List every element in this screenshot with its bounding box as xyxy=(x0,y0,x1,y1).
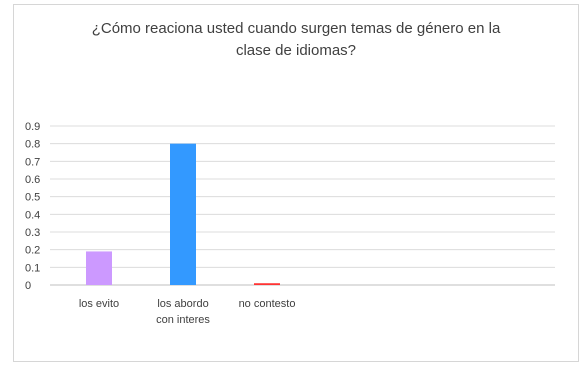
bar xyxy=(86,251,112,285)
x-tick-label: no contesto xyxy=(239,298,296,310)
chart-title-line-2: clase de idiomas? xyxy=(235,42,357,59)
bar xyxy=(170,143,196,285)
y-tick-label: 0.1 xyxy=(25,262,40,274)
y-tick-label: 0.4 xyxy=(25,209,40,221)
y-tick-label: 0.3 xyxy=(25,227,40,239)
y-tick-label: 0.5 xyxy=(25,192,40,204)
chart-title-line-1: ¿Cómo reaciona usted cuando surgen temas… xyxy=(91,20,501,37)
x-tick-label: los abordo xyxy=(157,298,208,310)
y-tick-label: 0 xyxy=(25,280,31,292)
y-tick-label: 0.2 xyxy=(25,245,40,257)
chart-frame xyxy=(13,4,579,362)
y-tick-label: 0.9 xyxy=(25,121,40,133)
y-tick-label: 0.6 xyxy=(25,174,40,186)
chart-title: ¿Cómo reaciona usted cuando surgen temas… xyxy=(13,18,579,62)
bar xyxy=(254,283,280,285)
x-tick-label: los evito xyxy=(79,298,119,310)
y-tick-label: 0.7 xyxy=(25,156,40,168)
x-tick-label: con interes xyxy=(156,314,210,326)
y-tick-label: 0.8 xyxy=(25,139,40,151)
